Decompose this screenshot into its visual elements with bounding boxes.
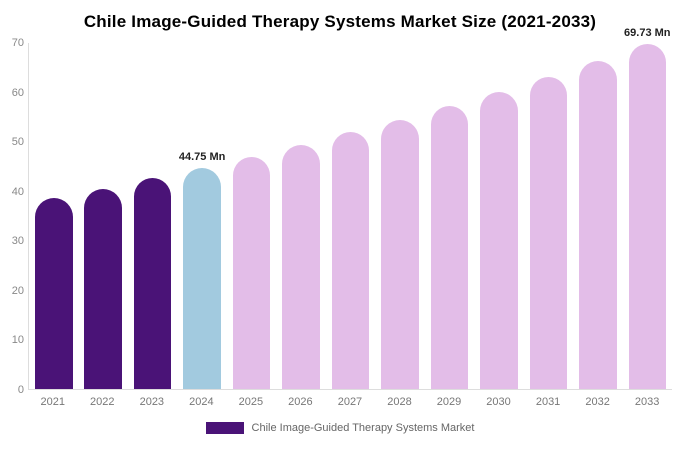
bar-2021 (34, 198, 73, 389)
x-label-2032: 2032 (585, 396, 610, 408)
x-label-2022: 2022 (90, 396, 115, 408)
bar-slot-2033 (623, 43, 672, 389)
bar-2028 (381, 119, 419, 389)
x-label-2033: 2033 (634, 396, 660, 408)
x-label-2028: 2028 (387, 396, 412, 408)
plot-area: 44.75 Mn 69.73 Mn (28, 27, 672, 390)
bar-2023 (133, 178, 172, 389)
bar-slot-2022 (78, 43, 127, 389)
bar-2025 (232, 156, 271, 389)
bar-2022 (84, 188, 122, 389)
bar-slot-2027 (326, 43, 375, 389)
y-tick-0: 0 (17, 384, 24, 396)
y-tick-60: 60 (11, 86, 24, 99)
bar-2027 (331, 132, 370, 389)
bar-2032 (579, 60, 617, 389)
y-tick-50: 50 (11, 136, 24, 149)
x-label-2021: 2021 (40, 396, 65, 408)
bar-slot-2021 (29, 43, 78, 389)
bar-2026 (282, 144, 320, 389)
bar-2030 (480, 91, 518, 389)
y-tick-40: 40 (11, 185, 24, 198)
bar-slot-2023 (128, 43, 177, 389)
bar-slot-2029 (425, 43, 474, 389)
x-label-2030: 2030 (486, 396, 511, 408)
bar-slot-2032 (573, 43, 622, 389)
legend-label: Chile Image-Guided Therapy Systems Marke… (251, 422, 475, 434)
bar-2029 (430, 106, 469, 389)
y-axis: 0 10 20 30 40 50 60 70 (0, 37, 28, 396)
bar-slot-2026 (276, 43, 325, 389)
bar-slot-2025 (227, 43, 276, 389)
y-tick-30: 30 (11, 235, 24, 248)
x-label-2024: 2024 (189, 396, 214, 408)
legend: Chile Image-Guided Therapy Systems Marke… (0, 422, 680, 434)
x-label-2027: 2027 (337, 396, 363, 408)
x-label-2029: 2029 (436, 396, 462, 408)
bar-slot-2030 (474, 43, 523, 389)
annotation-2033: 69.73 Mn (624, 27, 671, 40)
bar-slot-2031 (524, 43, 573, 389)
bar-2031 (529, 76, 568, 389)
bar-2024 (183, 167, 221, 389)
legend-swatch (205, 422, 244, 434)
chart-title: Chile Image-Guided Therapy Systems Marke… (83, 12, 597, 31)
bar-slot-2024 (177, 43, 226, 389)
annotation-2024: 44.75 Mn (178, 150, 226, 163)
x-label-2023: 2023 (139, 396, 165, 408)
x-label-2026: 2026 (288, 396, 313, 408)
x-label-2025: 2025 (238, 396, 264, 408)
y-tick-20: 20 (11, 284, 24, 297)
x-axis: 2021 2022 2023 2024 2025 2026 2027 2028 2029 2030… (28, 390, 680, 414)
bar-slot-2028 (375, 43, 424, 389)
bar-2033 (628, 44, 667, 389)
y-tick-70: 70 (11, 37, 24, 49)
y-tick-10: 10 (11, 334, 24, 347)
x-label-2031: 2031 (535, 396, 561, 408)
chart-body: 0 10 20 30 40 50 60 70 44.75 Mn 69.73 Mn (0, 27, 680, 396)
bars-container (29, 43, 672, 389)
